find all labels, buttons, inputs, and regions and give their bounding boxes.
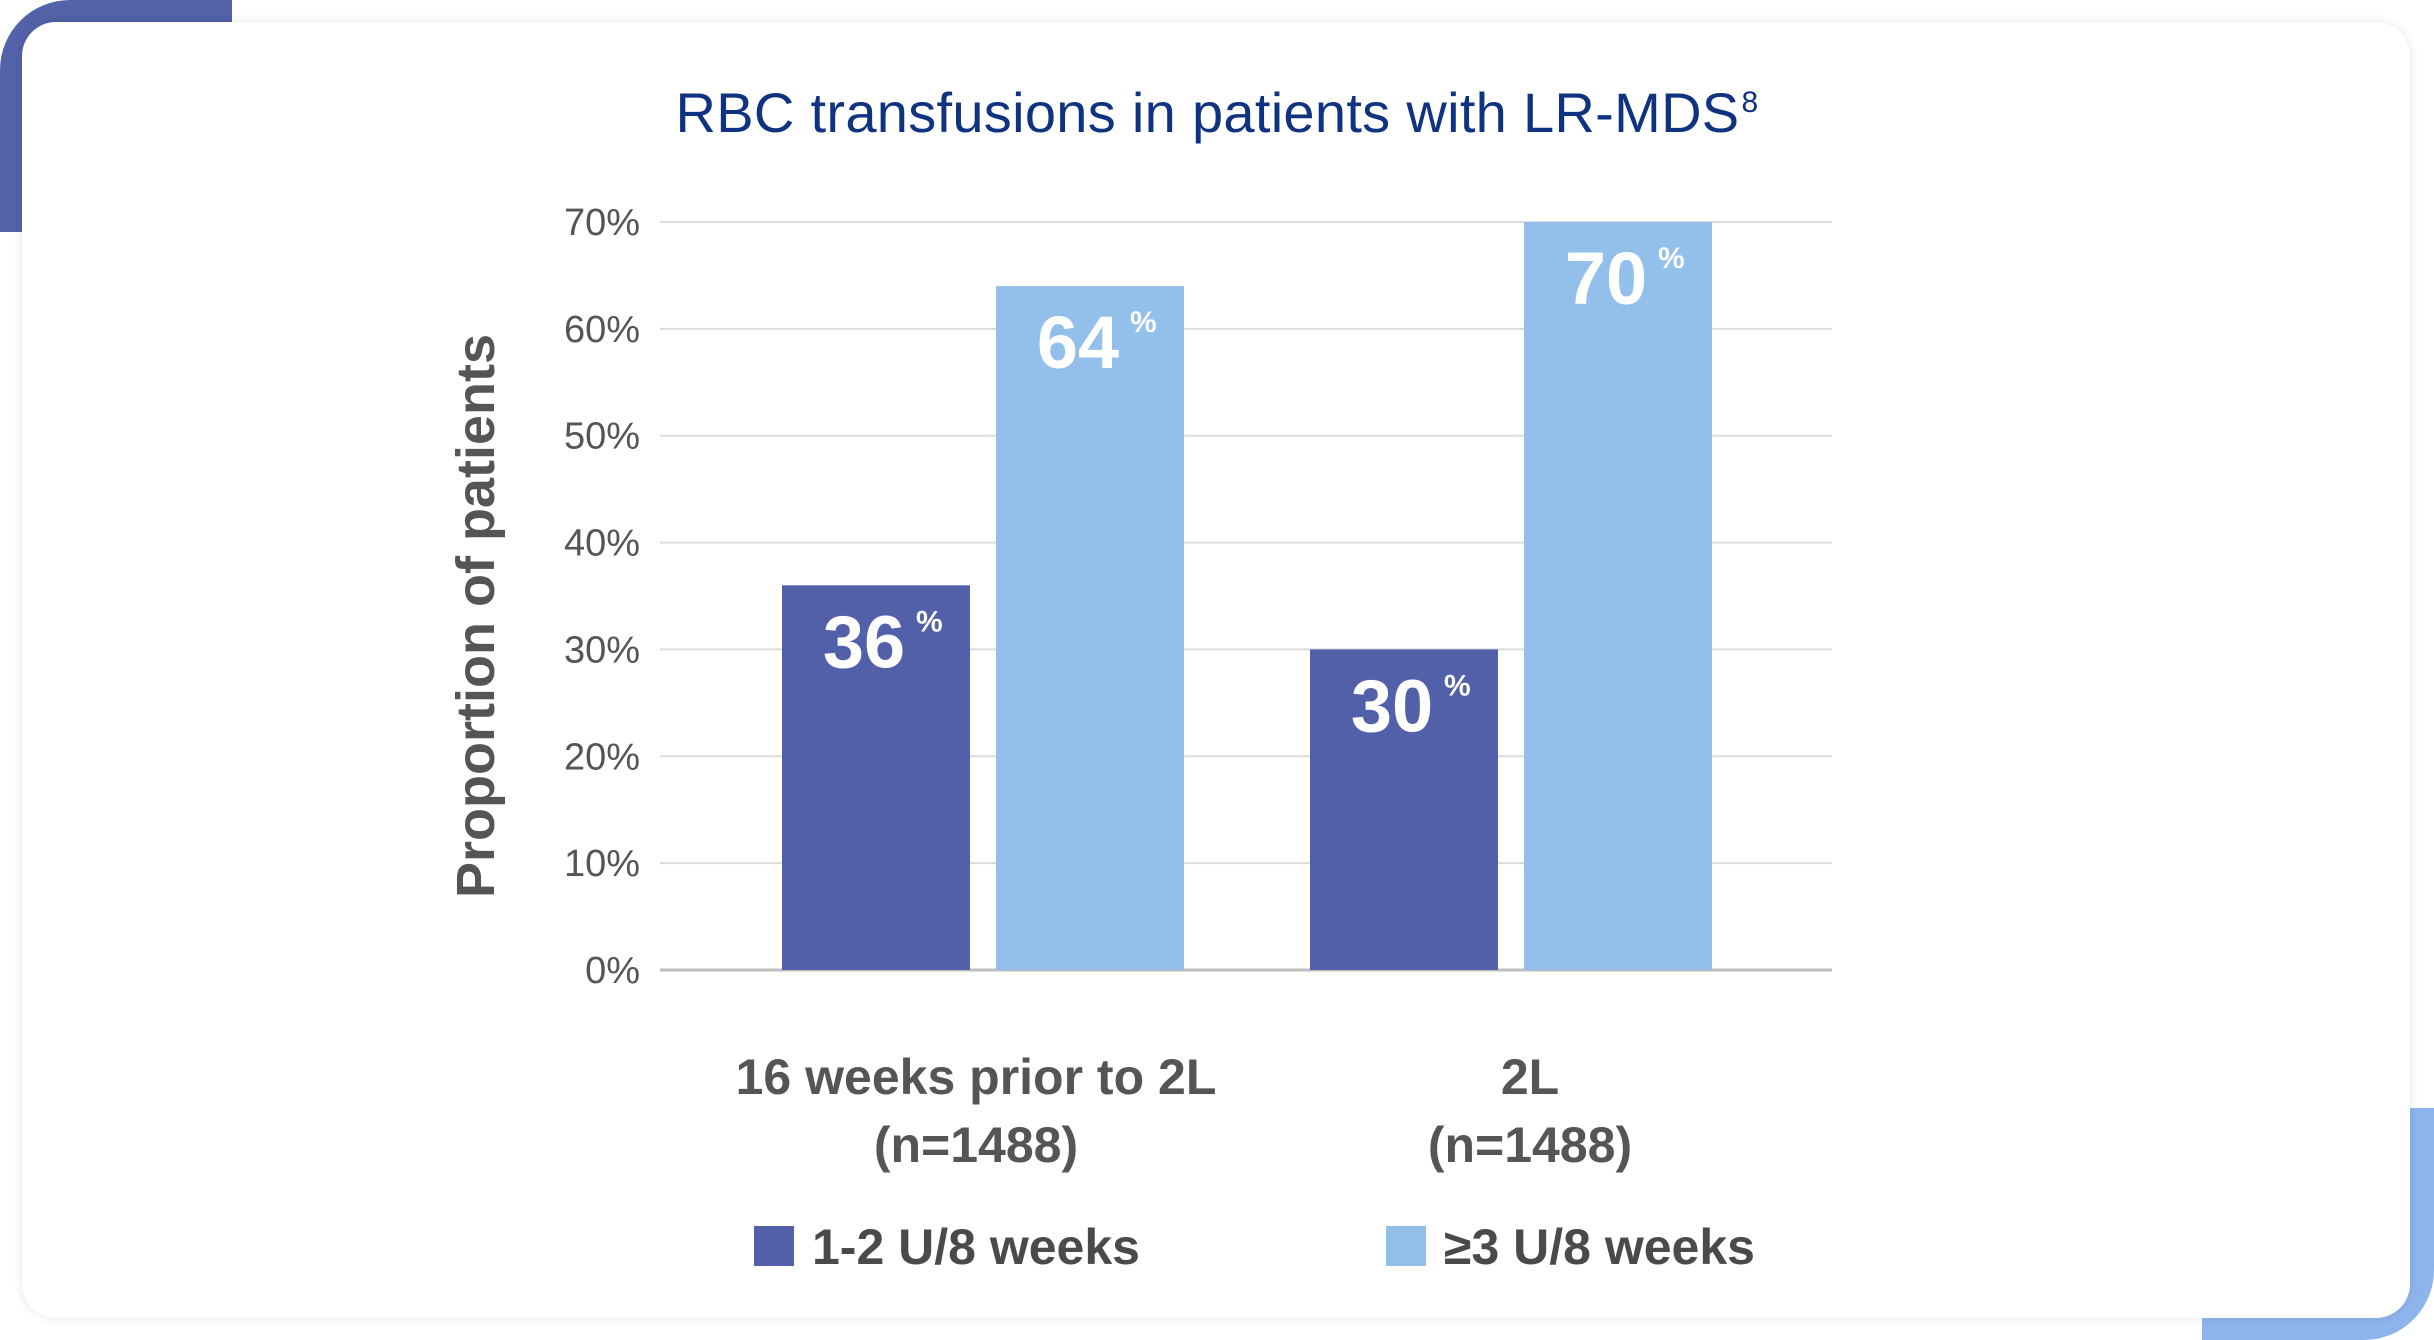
bar-value-unit: %	[1444, 669, 1471, 702]
chart-title-reference: 8	[1741, 86, 1759, 120]
chart-title-text: RBC transfusions in patients with LR-MDS	[675, 81, 1740, 144]
bar	[1310, 649, 1498, 970]
bar-value-label: 70	[1565, 237, 1647, 320]
x-category-label: (n=1488)	[1428, 1117, 1632, 1173]
y-tick-label: 40%	[564, 523, 640, 565]
bar	[782, 585, 970, 970]
y-tick-label: 70%	[564, 202, 640, 244]
y-tick-label: 50%	[564, 416, 640, 458]
y-tick-label: 20%	[564, 736, 640, 778]
y-tick-label: 10%	[564, 843, 640, 885]
legend-label: ≥3 U/8 weeks	[1444, 1219, 1755, 1275]
bar-value-label: 36	[823, 600, 905, 683]
y-tick-label: 0%	[585, 950, 640, 992]
bar-value-label: 30	[1351, 664, 1433, 747]
legend: 1-2 U/8 weeks ≥3 U/8 weeks	[754, 1219, 1755, 1275]
chart-title: RBC transfusions in patients with LR-MDS…	[0, 80, 2434, 145]
y-tick-label: 30%	[564, 629, 640, 671]
bars: 36 % 64 % 30 % 70%	[782, 222, 1712, 971]
legend-swatch	[754, 1226, 794, 1266]
bar-value-unit: %	[916, 605, 943, 638]
legend-swatch	[1386, 1226, 1426, 1266]
x-category-label: 16 weeks prior to 2L	[736, 1049, 1217, 1105]
y-axis-ticks: 0% 10% 20% 30% 40% 50% 60% 70%	[564, 202, 640, 992]
bar	[1524, 222, 1712, 970]
bar-value-unit: %	[1658, 242, 1685, 275]
legend-label: 1-2 U/8 weeks	[812, 1219, 1140, 1275]
bar	[996, 286, 1184, 971]
y-tick-label: 60%	[564, 309, 640, 351]
chart-card	[22, 22, 2410, 1318]
y-axis-label: Proportion of patients	[446, 334, 506, 898]
bar-value-label: 64	[1037, 301, 1119, 384]
x-category-label: (n=1488)	[874, 1117, 1078, 1173]
x-category-label: 2L	[1501, 1049, 1559, 1105]
x-axis-categories: 16 weeks prior to 2L (n=1488) 2L (n=1488)	[736, 1049, 1633, 1173]
bar-value-unit: %	[1130, 306, 1157, 339]
